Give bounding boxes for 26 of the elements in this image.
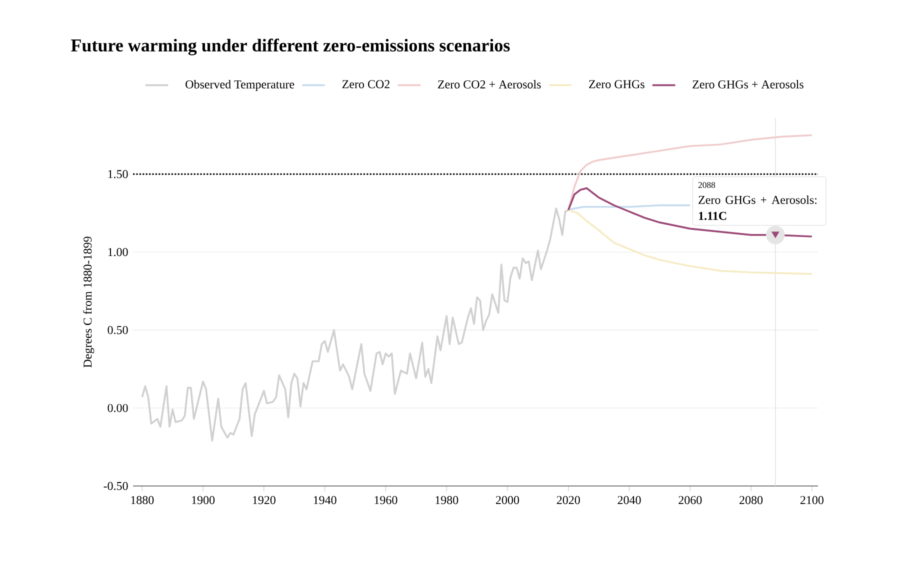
y-axis-title: Degrees C from 1880-1899 [83, 236, 94, 368]
x-tick-label: 2000 [496, 496, 520, 504]
legend-label: Observed Temperature [186, 80, 294, 91]
x-tick-label: 1940 [314, 496, 336, 504]
y-tick-label: -0.50 [104, 482, 128, 490]
x-tick-label: 2100 [800, 496, 824, 504]
x-tick-label: 1980 [436, 496, 458, 504]
x-tick-label: 1920 [252, 496, 276, 504]
legend-label: Zero CO2 + Aerosols [438, 80, 541, 88]
legend-label: Zero GHGs [589, 80, 644, 88]
y-tick-label: 1.00 [108, 248, 128, 256]
legend-label: Zero GHGs + Aerosols [692, 80, 804, 88]
x-tick-label: 1900 [192, 496, 215, 504]
x-tick-label: 1880 [131, 496, 154, 504]
annotation: 2088 [698, 182, 716, 188]
x-tick-label: 2080 [740, 496, 763, 504]
legend-label: Zero CO2 [342, 80, 390, 88]
chart-title: Future warming under different zero-emissions scenarios [71, 38, 510, 56]
x-tick-label: 2040 [618, 496, 641, 504]
annotation: Zero GHGs + Aerosols: 1.11C [698, 196, 816, 220]
y-tick-label: 1.50 [108, 170, 128, 178]
y-tick-label: 0.50 [108, 326, 128, 334]
x-tick-label: 1960 [374, 496, 398, 504]
x-tick-label: 2060 [678, 496, 702, 504]
y-tick-label: 0.00 [108, 404, 128, 412]
x-tick-label: 2020 [556, 496, 580, 504]
